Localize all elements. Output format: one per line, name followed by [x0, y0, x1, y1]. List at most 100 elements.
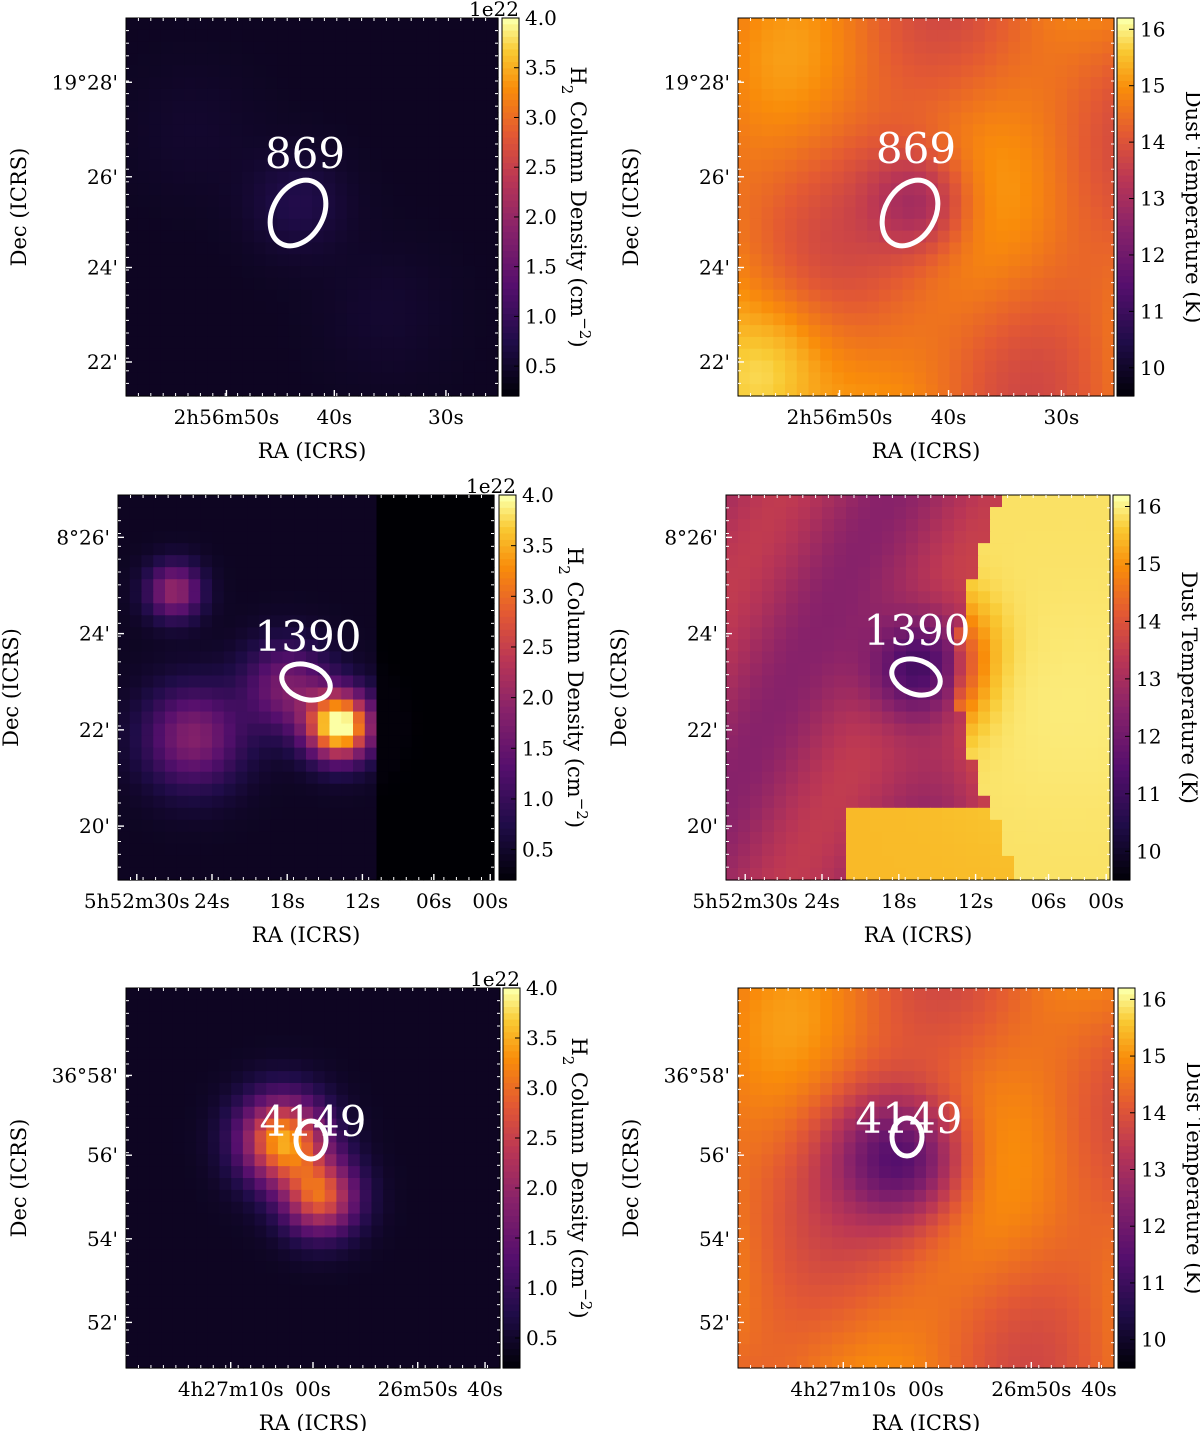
heatmap-cell: [219, 242, 232, 255]
heatmap-cell: [1031, 218, 1045, 232]
heatmap-cell: [1090, 147, 1103, 161]
heatmap-cell: [1031, 195, 1045, 208]
heatmap-cell: [810, 831, 823, 845]
heatmap-cell: [400, 531, 413, 544]
heatmap-cell: [1074, 855, 1087, 869]
heatmap-cell: [966, 507, 979, 520]
heatmap-cell: [188, 843, 201, 857]
colorbar-segment: [1117, 169, 1134, 177]
heatmap-cell: [786, 735, 799, 749]
heatmap-cell: [906, 519, 919, 532]
heatmap-cell: [353, 507, 366, 520]
heatmap-cell: [808, 277, 821, 291]
heatmap-cell: [400, 627, 413, 640]
heatmap-cell: [942, 579, 955, 592]
heatmap-cell: [277, 136, 290, 149]
heatmap-cell: [149, 313, 162, 326]
heatmap-cell: [1086, 819, 1099, 833]
heatmap-cell: [335, 29, 348, 43]
heatmap-cell: [761, 384, 774, 397]
colorbar-segment: [1117, 358, 1134, 366]
heatmap-cell: [165, 579, 178, 592]
heatmap-cell: [1038, 843, 1051, 857]
heatmap-cell: [949, 171, 962, 184]
colorbar-segment: [502, 112, 519, 120]
heatmap-cell: [749, 53, 763, 66]
y-tick-label: 26': [699, 165, 730, 189]
heatmap-cell: [439, 277, 453, 291]
x-tick-label: 5h52m30s: [692, 889, 798, 913]
heatmap-cell: [306, 519, 319, 532]
heatmap-cell: [1078, 289, 1092, 303]
heatmap-cell: [1102, 336, 1115, 350]
heatmap-cell: [973, 159, 986, 173]
heatmap-cell: [738, 207, 751, 220]
heatmap-cell: [439, 29, 453, 43]
heatmap-cell: [381, 183, 394, 196]
heatmap-cell: [212, 615, 225, 628]
heatmap-cell: [1038, 795, 1051, 809]
heatmap-cell: [126, 147, 139, 161]
heatmap-cell: [195, 124, 208, 137]
heatmap-cell: [200, 675, 213, 689]
heatmap-cell: [870, 747, 883, 761]
heatmap-cell: [388, 759, 401, 773]
heatmap-cell: [1090, 65, 1103, 78]
heatmap-cell: [184, 277, 197, 291]
heatmap-cell: [126, 348, 139, 362]
heatmap-cell: [149, 988, 162, 1001]
heatmap-cell: [149, 242, 162, 255]
colorbar-segment: [502, 131, 519, 139]
heatmap-cell: [808, 325, 821, 338]
heatmap-cell: [942, 639, 955, 653]
heatmap-cell: [902, 325, 915, 338]
colorbar-segment: [1117, 213, 1134, 221]
heatmap-cell: [253, 183, 267, 196]
heatmap-cell: [894, 711, 907, 725]
heatmap-cell: [798, 747, 811, 761]
heatmap-cell: [1062, 687, 1075, 701]
heatmap-cell: [762, 507, 775, 520]
heatmap-cell: [750, 723, 763, 737]
heatmap-cell: [1038, 771, 1051, 785]
colorbar-segment: [499, 578, 516, 586]
heatmap-cell: [335, 65, 348, 78]
heatmap-cell: [834, 591, 847, 604]
heatmap-cell: [428, 242, 441, 255]
heatmap-cell: [1055, 289, 1068, 303]
heatmap-cell: [870, 639, 883, 653]
heatmap-cell: [165, 807, 178, 821]
heatmap-cell: [129, 615, 143, 628]
heatmap-cell: [1020, 112, 1033, 125]
heatmap-cell: [451, 88, 464, 102]
heatmap-cell: [1043, 77, 1056, 90]
heatmap-cell: [184, 254, 197, 267]
heatmap-cell: [400, 747, 413, 761]
heatmap-cell: [165, 675, 178, 689]
heatmap-cell: [137, 112, 150, 125]
heatmap-cell: [843, 159, 857, 173]
heatmap-cell: [428, 384, 441, 397]
source-label: 869: [265, 129, 345, 178]
heatmap-cell: [914, 88, 927, 102]
heatmap-cell: [358, 313, 371, 326]
heatmap-cell: [954, 711, 967, 725]
heatmap-cell: [834, 639, 847, 653]
heatmap-cell: [129, 807, 143, 821]
heatmap-cell: [902, 88, 915, 102]
heatmap-cell: [259, 675, 272, 689]
heatmap-cell: [253, 218, 267, 232]
heatmap-cell: [486, 136, 499, 149]
heatmap-cell: [118, 735, 131, 749]
heatmap-cell: [341, 795, 354, 809]
heatmap-cell: [978, 831, 991, 845]
colorbar-segment: [1117, 150, 1134, 158]
heatmap-cell: [750, 651, 763, 665]
heatmap-cell: [165, 591, 178, 604]
heatmap-cell: [820, 65, 833, 78]
heatmap-cell: [882, 567, 895, 580]
heatmap-cell: [358, 147, 371, 161]
heatmap-cell: [323, 360, 336, 373]
heatmap-cell: [882, 843, 895, 857]
